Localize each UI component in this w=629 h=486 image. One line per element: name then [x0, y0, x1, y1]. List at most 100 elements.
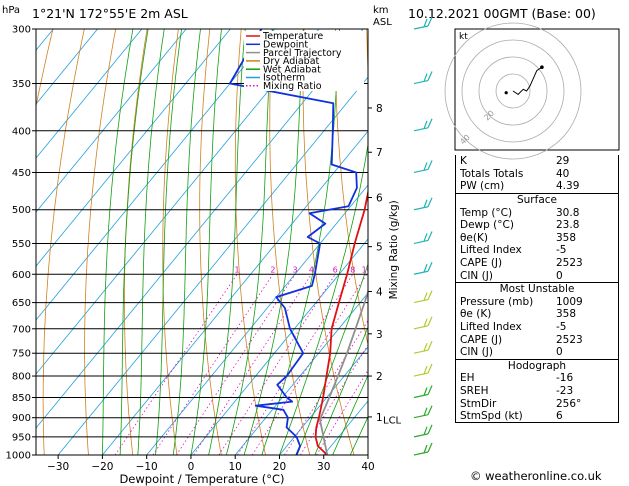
height-tick-label: 7: [376, 147, 383, 159]
index-label: θe (K): [455, 308, 552, 321]
index-value: -23: [552, 384, 619, 398]
index-value: 2523: [552, 333, 619, 346]
wind-barb-flag: [423, 162, 428, 171]
mixing-ratio-label: 6: [333, 265, 338, 274]
index-value: 30.8: [552, 206, 619, 219]
hodograph-trace: [512, 66, 543, 96]
hodograph-ring: [461, 39, 565, 143]
mixing-ratio-label: 3: [293, 265, 298, 274]
wet-adiabat-line: [296, 262, 368, 455]
wind-barb-flag: [423, 264, 428, 273]
wind-barb-flag: [427, 405, 433, 415]
index-label: K: [455, 155, 552, 168]
temperature-tick-label: 20: [273, 461, 286, 473]
legend-entry: Parcel Trajectory: [263, 48, 342, 59]
dewpoint-profile: [229, 29, 358, 455]
wind-barb-flag: [423, 292, 428, 301]
index-label: Totals Totals: [455, 167, 552, 181]
mixing-ratio-label: 2: [270, 265, 275, 274]
mixing-ratio-label: 4: [309, 265, 314, 274]
index-value: 358: [552, 231, 619, 245]
index-row: Temp (°C) 30.8: [455, 206, 619, 219]
x-axis-label: Dewpoint / Temperature (°C): [119, 472, 284, 486]
index-value: 23.8: [552, 218, 619, 232]
index-row: Dewp (°C) 23.8: [455, 218, 619, 232]
index-value: 358: [552, 308, 619, 321]
wind-barb-flag: [427, 316, 433, 327]
hodograph-endpoint: [540, 65, 544, 69]
isotherm-line: [146, 184, 368, 455]
temperature-tick-label: 10: [229, 461, 242, 473]
isotherm-line: [36, 29, 231, 267]
mixing-ratio-line: [237, 274, 354, 455]
index-value: 0: [552, 345, 619, 360]
pressure-tick-label: 700: [12, 324, 31, 335]
index-label: Temp (°C): [455, 206, 552, 219]
wind-barb-flag: [427, 363, 433, 374]
wind-barb-flag: [427, 231, 433, 241]
index-label: StmDir: [455, 397, 552, 410]
index-label: CAPE (J): [455, 333, 552, 346]
indices-table: K 29 Totals Totals 40 PW (cm) 4.39 Surface Temp…: [455, 155, 619, 424]
index-label: CAPE (J): [455, 256, 552, 270]
mixing-ratio-line: [193, 274, 312, 455]
index-label: CIN (J): [455, 269, 552, 283]
index-row: PW (cm) 4.39: [455, 180, 619, 194]
index-row: StmDir 256°: [455, 397, 619, 410]
wind-barb-staff: [413, 451, 429, 456]
wind-barb-staff: [413, 79, 429, 85]
wet-adiabat-line: [137, 29, 165, 455]
wet-adiabat-line: [243, 29, 304, 455]
isotherm-line: [279, 346, 368, 455]
height-tick-label: 6: [376, 193, 383, 205]
copyright-footer: © weatheronline.co.uk: [470, 469, 602, 483]
section-title: Hodograph: [455, 358, 619, 373]
height-tick-label: 3: [376, 329, 383, 341]
isotherm-line: [190, 238, 368, 455]
index-label: Lifted Index: [455, 320, 552, 334]
index-row: StmSpd (kt) 6: [455, 409, 619, 424]
wind-barb-flag: [423, 18, 428, 28]
isotherm-line: [36, 29, 187, 213]
index-value: 29: [552, 155, 619, 168]
legend-entry: Temperature: [262, 31, 323, 42]
wind-barb-flag: [423, 120, 428, 130]
mixing-ratio-label: 20: [407, 265, 417, 274]
wind-barb-staff: [413, 349, 429, 354]
hodograph-ring: [478, 56, 548, 126]
dry-adiabat-line: [42, 29, 85, 455]
index-row: CAPE (J) 2523: [455, 333, 619, 346]
mixing-ratio-line: [316, 369, 368, 455]
wet-adiabat-line: [172, 29, 201, 455]
index-value: 6: [552, 409, 619, 424]
mixing-ratio-label: 8: [350, 265, 355, 274]
index-row: Pressure (mb) 1009: [455, 295, 619, 309]
pressure-tick-label: 950: [12, 432, 31, 443]
wind-barb-flag: [427, 442, 433, 453]
lcl-label: LCL: [383, 416, 402, 427]
dry-adiabat-line: [302, 29, 355, 455]
wind-barb-staff: [413, 325, 429, 330]
temperature-tick-label: −20: [91, 461, 113, 473]
wind-barb-staff: [413, 433, 429, 438]
mixing-ratio-line: [114, 274, 238, 455]
index-row: CIN (J) 0: [455, 269, 619, 283]
wind-barb-flag: [427, 16, 433, 27]
wind-barb-staff: [413, 270, 429, 275]
index-label: StmSpd (kt): [455, 409, 552, 424]
wet-adiabat-line: [155, 29, 183, 455]
legend-entry: Dewpoint: [263, 40, 308, 51]
section-header-row: Hodograph: [455, 358, 619, 373]
wind-barb-staff: [413, 239, 429, 245]
index-row: Lifted Index -5: [455, 244, 619, 257]
index-label: Lifted Index: [455, 244, 552, 257]
index-value: 2523: [552, 256, 619, 270]
wind-barb-flag: [427, 262, 433, 272]
section-header-row: Most Unstable: [455, 281, 619, 296]
section-title: Surface: [455, 192, 619, 207]
wind-barb-staff: [413, 206, 429, 211]
height-tick-label: 5: [376, 242, 383, 254]
pressure-tick-label: 300: [12, 25, 31, 36]
height-tick-label: 8: [376, 103, 383, 115]
hodograph-frame: [454, 28, 620, 151]
